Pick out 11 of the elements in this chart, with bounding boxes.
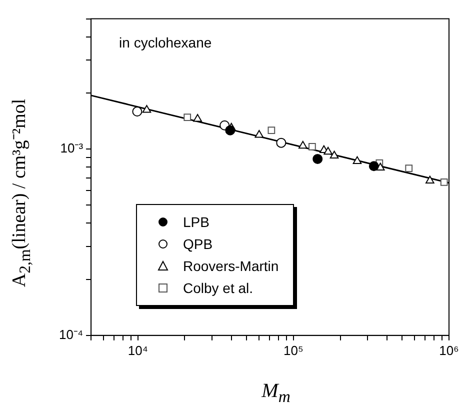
y-tick-label: 10⁻³: [60, 140, 84, 156]
x-tick-label: 10⁴: [128, 342, 148, 358]
legend-label: Roovers-Martin: [183, 258, 279, 274]
x-tick-label: 10⁶: [439, 342, 459, 358]
y-tick-label: 10⁻⁴: [59, 326, 84, 342]
legend-label: LPB: [183, 214, 210, 230]
x-tick-label: 10⁵: [284, 342, 304, 358]
legend-label: Colby et al.: [183, 280, 254, 296]
annotation: in cyclohexane: [119, 34, 212, 51]
x-axis-title: M$_{m}$: [262, 380, 290, 407]
legend-label: QPB: [183, 236, 213, 252]
